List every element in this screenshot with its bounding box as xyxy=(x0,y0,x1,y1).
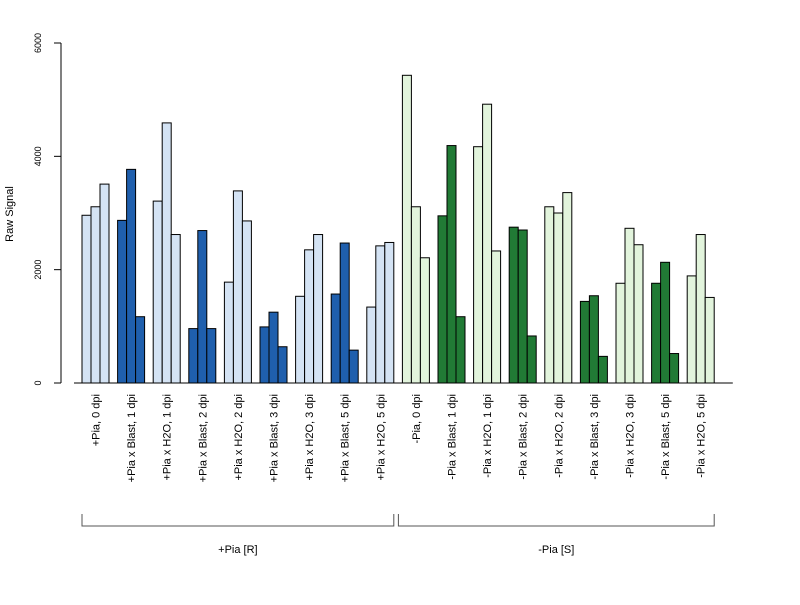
bar xyxy=(348,349,359,384)
bar xyxy=(455,316,466,384)
bar xyxy=(304,249,315,384)
bar xyxy=(401,74,412,384)
x-tick-label: -Pia x Blast, 3 dpi xyxy=(589,394,601,480)
bar xyxy=(588,295,599,384)
group-label: -Pia [S] xyxy=(538,544,574,556)
x-tick-label: +Pia x H2O, 1 dpi xyxy=(162,394,174,481)
bar xyxy=(170,234,181,384)
y-tick-label: 0 xyxy=(33,380,43,385)
bar xyxy=(669,353,680,384)
group-label: +Pia [R] xyxy=(218,544,257,556)
bar xyxy=(508,226,519,384)
x-axis-labels: +Pia, 0 dpi +Pia x Blast, 1 dpi +Pia x H2O… xyxy=(91,394,708,482)
bar xyxy=(482,103,493,384)
bar xyxy=(553,212,564,384)
bar xyxy=(624,227,635,384)
bar xyxy=(366,306,377,384)
bar xyxy=(526,335,537,384)
bar xyxy=(704,296,715,384)
y-axis: 0 2000 4000 6000 xyxy=(33,33,62,386)
bar xyxy=(259,326,270,384)
group-brackets: +Pia [R] -Pia [S] xyxy=(81,514,715,556)
bar xyxy=(419,257,430,384)
bar xyxy=(268,311,279,384)
group-bracket xyxy=(81,514,395,527)
bar xyxy=(491,250,502,384)
bar xyxy=(615,282,626,384)
bar xyxy=(117,219,128,384)
bar xyxy=(597,355,608,384)
bar xyxy=(126,168,137,384)
bar xyxy=(562,192,573,384)
bar xyxy=(410,206,421,384)
bar xyxy=(384,241,395,384)
bar xyxy=(579,300,590,384)
bar xyxy=(686,275,697,384)
x-tick-label: +Pia, 0 dpi xyxy=(91,394,103,446)
bar xyxy=(81,214,92,384)
x-tick-label: +Pia x Blast, 3 dpi xyxy=(269,394,281,482)
bar xyxy=(330,293,341,384)
x-tick-label: -Pia x H2O, 3 dpi xyxy=(625,394,637,478)
y-axis-label: Raw Signal xyxy=(4,186,16,242)
x-tick-label: -Pia x Blast, 2 dpi xyxy=(518,394,530,480)
bar xyxy=(633,244,644,384)
bar xyxy=(90,206,101,384)
bar xyxy=(232,190,243,384)
bar xyxy=(313,234,324,384)
bar xyxy=(375,245,386,384)
x-tick-label: -Pia, 0 dpi xyxy=(411,394,423,444)
bar xyxy=(277,346,288,384)
bar xyxy=(241,220,252,384)
x-tick-label: -Pia x Blast, 5 dpi xyxy=(660,394,672,480)
bar xyxy=(99,183,110,384)
y-tick-label: 2000 xyxy=(33,260,43,280)
group-bracket xyxy=(397,514,715,527)
bar xyxy=(660,261,671,384)
bar xyxy=(206,328,217,384)
x-tick-label: -Pia x Blast, 1 dpi xyxy=(447,394,459,480)
y-tick-label: 6000 xyxy=(33,33,43,53)
x-tick-label: +Pia x Blast, 5 dpi xyxy=(340,394,352,482)
bar xyxy=(651,282,662,384)
bar xyxy=(695,234,706,384)
bar xyxy=(517,229,528,384)
bar xyxy=(473,146,484,384)
bar xyxy=(339,242,350,384)
x-tick-label: -Pia x H2O, 1 dpi xyxy=(482,394,494,478)
x-tick-label: +Pia x Blast, 1 dpi xyxy=(126,394,138,482)
bar xyxy=(446,145,457,384)
bar xyxy=(295,295,306,384)
x-tick-label: -Pia x H2O, 2 dpi xyxy=(553,394,565,478)
x-tick-label: +Pia x H2O, 2 dpi xyxy=(233,394,245,481)
bar xyxy=(161,122,172,384)
x-tick-label: +Pia x H2O, 5 dpi xyxy=(375,394,387,481)
y-tick-label: 4000 xyxy=(33,146,43,166)
bar xyxy=(152,200,163,384)
bar xyxy=(188,328,199,384)
bars xyxy=(74,74,733,384)
bar xyxy=(223,281,234,384)
bar xyxy=(135,316,146,384)
x-tick-label: +Pia x Blast, 2 dpi xyxy=(197,394,209,482)
bar xyxy=(437,215,448,384)
x-tick-label: +Pia x H2O, 3 dpi xyxy=(304,394,316,481)
x-tick-label: -Pia x H2O, 5 dpi xyxy=(696,394,708,478)
bar xyxy=(197,230,208,384)
bar xyxy=(544,206,555,384)
